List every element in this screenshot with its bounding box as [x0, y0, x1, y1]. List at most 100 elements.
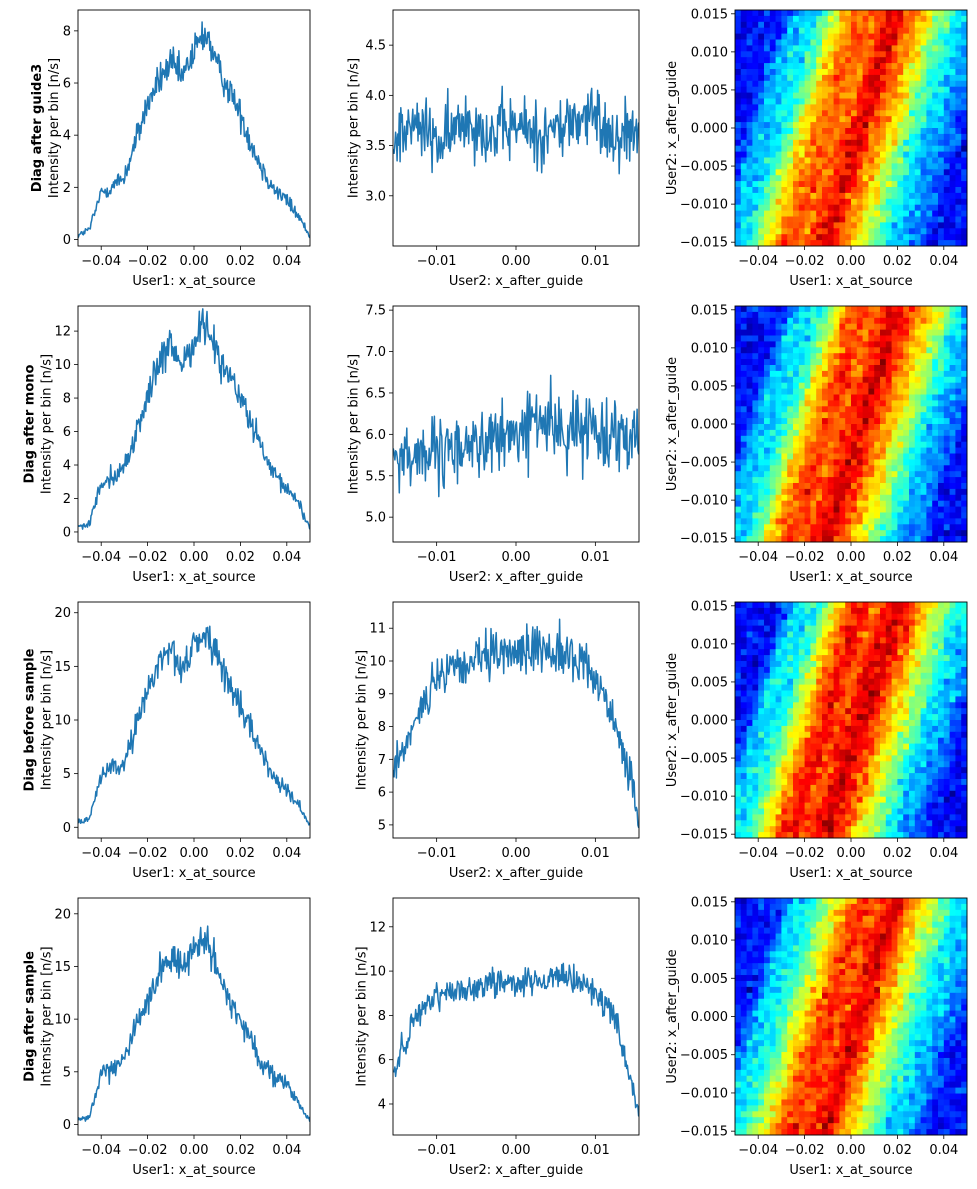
row-1-heatmap-cell: [833, 347, 840, 354]
row-2-heatmap-cell: [868, 678, 875, 685]
row-0-heatmap-cell: [740, 21, 747, 29]
row-2-x-guide-plot-xtick-label-0: −0.01: [417, 846, 457, 861]
row-1-heatmap-cell: [775, 494, 782, 502]
row-1-heatmap-cell: [758, 365, 765, 372]
row-1-heatmap-cell: [909, 524, 916, 531]
row-2-heatmap-cell: [775, 619, 782, 626]
row-1-heatmap-cell: [804, 453, 811, 460]
row-0-heatmap-cell: [775, 204, 782, 211]
row-0-heatmap-cell: [897, 98, 904, 105]
row-0-heatmap-cell: [874, 51, 881, 58]
row-2-heatmap-cell: [949, 708, 956, 715]
row-0-heatmap-cell: [885, 139, 892, 147]
row-2-heatmap-cell: [961, 790, 968, 798]
row-0-heatmap-cell: [938, 198, 945, 206]
row-1-heatmap-cell: [914, 335, 921, 342]
row-0-heatmap-cell: [810, 181, 817, 188]
row-1-heatmap-cell: [781, 524, 788, 531]
row-2-heatmap-cell: [874, 631, 881, 638]
row-2-heatmap-cell: [851, 720, 858, 727]
row-1-heatmap-cell: [746, 400, 753, 407]
row-2-heatmap-cell: [955, 779, 962, 786]
row-1-heatmap-cell: [897, 365, 904, 372]
row-0-heatmap-cell: [845, 21, 852, 29]
row-1-heatmap-cell: [781, 347, 788, 354]
row-1-heatmap-cell: [880, 347, 887, 354]
row-0-heatmap-cell: [897, 15, 904, 23]
row-2-heatmap-cell: [775, 725, 782, 733]
row-1-heatmap-cell: [810, 382, 817, 389]
row-0-heatmap-cell: [885, 39, 892, 46]
row-2-heatmap-cell: [746, 773, 753, 780]
row-1-heatmap-cell: [810, 506, 817, 513]
row-1-heatmap-cell: [874, 365, 881, 372]
row-2-heatmap-cell: [851, 696, 858, 703]
row-0-heatmap-cell: [961, 10, 968, 17]
row-2-heatmap-cell: [897, 814, 904, 821]
row-2-heatmap-cell: [868, 619, 875, 626]
row-0-heatmap-cell: [822, 57, 829, 64]
row-2-heatmap-cell: [897, 720, 904, 727]
row-1-heatmap-cell: [764, 500, 771, 507]
row-1-heatmap-cell: [833, 524, 840, 531]
row-1-heatmap-cell: [856, 500, 863, 507]
row-1-heatmap-cell: [955, 341, 962, 348]
row-2-heatmap-cell: [758, 708, 765, 715]
row-2-heatmap-cell: [920, 696, 927, 703]
row-1-heatmap-cell: [810, 329, 817, 336]
row-0-heatmap-cell: [862, 80, 869, 88]
row-0-heatmap-cell: [943, 74, 950, 82]
row-2-heatmap-cell: [764, 773, 771, 780]
row-1-heatmap-cell: [816, 506, 823, 513]
row-0-heatmap-cell: [961, 210, 968, 217]
row-1-heatmap-cell: [845, 365, 852, 372]
row-1-heatmap-cell: [868, 536, 875, 543]
row-0-heatmap-cell: [827, 39, 834, 46]
row-1-heatmap-cell: [775, 376, 782, 384]
row-0-heatmap-cell: [746, 98, 753, 105]
row-2-heatmap-cell: [793, 637, 800, 644]
row-1-heatmap-cell: [885, 317, 892, 325]
row-0-heatmap-cell: [903, 92, 910, 99]
row-1-heatmap-cell: [827, 453, 834, 460]
row-1-heatmap-cell: [880, 483, 887, 490]
row-0-heatmap-cell: [769, 204, 776, 211]
row-1-x-source-plot-frame: [77, 305, 311, 543]
row-0-heatmap-cell: [746, 15, 753, 23]
row-2-heatmap-cell: [914, 720, 921, 727]
row-2-heatmap-cell: [822, 690, 829, 697]
row-0-x-source-plot-series-line: [78, 21, 310, 239]
row-0-heatmap-cell: [914, 116, 921, 123]
row-2-heatmap-cell: [862, 790, 869, 798]
row-1-heatmap-cell: [735, 329, 742, 336]
row-1-heatmap-cell: [833, 494, 840, 502]
row-0-heatmap-cell: [764, 33, 771, 40]
row-1-heatmap-cell: [764, 471, 771, 478]
row-1-heatmap-cell: [764, 365, 771, 372]
row-1-heatmap-cell: [839, 347, 846, 354]
row-0-heatmap-cell: [845, 39, 852, 46]
row-2-heatmap-cell: [793, 678, 800, 685]
row-1-heatmap-cell: [816, 400, 823, 407]
row-1-heatmap-cell: [885, 359, 892, 366]
row-1-heatmap-cell: [781, 353, 788, 360]
row-2-heatmap-cell: [775, 808, 782, 815]
row-1-heatmap-cell: [827, 341, 834, 348]
row-0-heatmap-cell: [897, 240, 904, 247]
row-0-heatmap-cell: [851, 104, 858, 111]
row-0-heatmap-cell: [804, 181, 811, 188]
row-1-heatmap-cell: [874, 429, 881, 437]
row-0-heatmap-cell: [798, 63, 805, 70]
row-2-heatmap-cell: [845, 643, 852, 650]
row-0-heatmap-cell: [833, 69, 840, 76]
row-2-heatmap-cell: [804, 720, 811, 727]
row-1-heatmap-cell: [752, 311, 759, 319]
row-0-heatmap-cell: [845, 210, 852, 217]
row-1-heatmap-cell: [926, 447, 933, 454]
row-0-heatmap-cell: [793, 10, 800, 17]
row-0-heatmap-cell: [955, 39, 962, 46]
row-1-heatmap-cell: [740, 311, 747, 319]
row-2-heatmap-cell: [938, 619, 945, 626]
row-0-heatmap-cell: [746, 228, 753, 235]
row-0-heatmap-cell: [891, 145, 898, 152]
